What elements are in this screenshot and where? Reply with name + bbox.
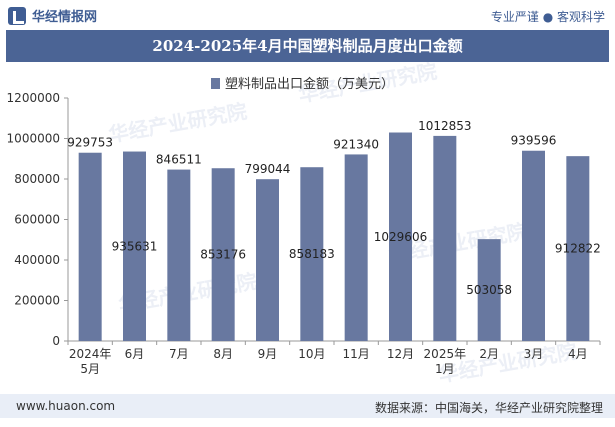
bar	[477, 239, 501, 341]
x-tick-label: 5月	[80, 362, 100, 376]
bar	[167, 169, 191, 341]
x-tick-label: 2月	[479, 347, 499, 361]
x-tick-label: 2024年	[69, 347, 112, 361]
data-label: 939596	[511, 134, 557, 148]
data-label: 1029606	[374, 230, 427, 244]
bar	[566, 156, 590, 341]
y-tick-label: 600000	[14, 213, 60, 227]
data-label: 853176	[200, 248, 246, 262]
x-tick-label: 1月	[435, 362, 455, 376]
y-tick-label: 1000000	[7, 132, 60, 146]
bar	[300, 167, 324, 341]
bar	[389, 132, 412, 341]
bar	[344, 154, 368, 341]
x-tick-label: 9月	[258, 347, 278, 361]
y-tick-label: 800000	[14, 172, 60, 186]
bar	[78, 152, 102, 341]
logo-icon	[8, 6, 26, 25]
bar-chart: 华经产业研究院华经产业研究院华经产业研究院华经产业研究院华经产业研究院塑料制品出…	[7, 62, 601, 387]
bar	[256, 179, 279, 341]
y-tick-label: 400000	[14, 253, 60, 267]
y-tick-label: 0	[52, 334, 60, 348]
x-tick-label: 4月	[568, 347, 588, 361]
chart-title: 2024-2025年4月中国塑料制品月度出口金额	[6, 30, 609, 62]
bar	[433, 135, 457, 341]
brand-name: 华经情报网	[32, 10, 98, 25]
data-label: 935631	[112, 239, 158, 253]
y-tick-label: 200000	[14, 294, 60, 308]
x-tick-label: 3月	[524, 347, 544, 361]
data-label: 921340	[333, 137, 379, 151]
brand: 华经情报网	[8, 6, 97, 25]
data-label: 858183	[289, 247, 335, 261]
legend-swatch	[211, 78, 220, 89]
watermark-text: 华经产业研究院	[107, 99, 249, 147]
x-tick-label: 6月	[125, 347, 145, 361]
data-label: 799044	[245, 162, 291, 176]
x-tick-label: 7月	[169, 347, 189, 361]
bar	[522, 150, 545, 341]
data-label: 1012853	[418, 119, 471, 133]
footer-source: 数据来源：中国海关，华经产业研究院整理	[374, 401, 603, 415]
x-tick-label: 12月	[387, 347, 414, 361]
top-bar: 华经情报网 专业严谨 ● 客观科学	[0, 0, 615, 30]
data-label: 503058	[466, 283, 512, 297]
x-tick-label: 2025年	[424, 347, 467, 361]
y-tick-label: 1200000	[7, 91, 60, 105]
bar	[123, 151, 146, 341]
data-label: 912822	[555, 242, 601, 256]
footer: www.huaon.com 数据来源：中国海关，华经产业研究院整理	[0, 394, 615, 418]
x-tick-label: 10月	[298, 347, 325, 361]
tagline: 专业严谨 ● 客观科学	[490, 10, 605, 24]
x-tick-label: 11月	[343, 347, 370, 361]
data-label: 846511	[156, 153, 202, 167]
legend-label: 塑料制品出口金额（万美元）	[225, 76, 394, 92]
data-label: 929753	[67, 136, 113, 150]
bar	[211, 168, 235, 341]
x-tick-label: 8月	[213, 347, 233, 361]
footer-url[interactable]: www.huaon.com	[16, 399, 116, 413]
